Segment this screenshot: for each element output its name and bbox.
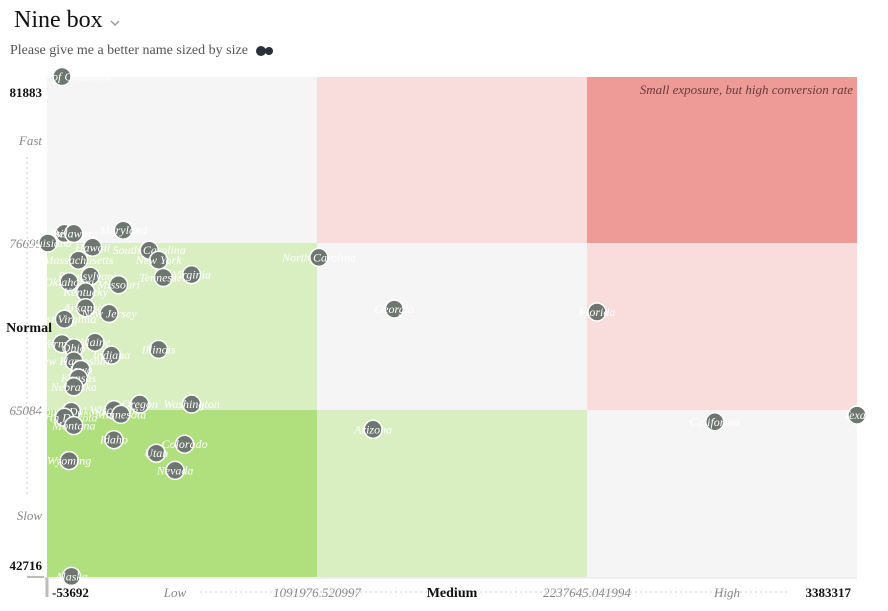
point-idaho[interactable] [104, 429, 124, 450]
point-label-kentucky: Kentucky [62, 285, 108, 299]
y-tick-min: 42716 [10, 558, 43, 573]
x-tick-threshold-1: 1091976.520997 [273, 585, 361, 600]
point-indiana[interactable] [101, 345, 122, 365]
point-label-massachusetts: Massachusetts [43, 253, 114, 267]
point-washington[interactable] [181, 394, 202, 414]
x-tick-max: 3383317 [806, 585, 852, 600]
point-illinois[interactable] [148, 339, 169, 360]
cell-top-medium [317, 77, 587, 243]
x-tick-high: High [713, 585, 740, 600]
point-utah[interactable] [146, 443, 167, 463]
point-hawaii[interactable] [82, 237, 103, 258]
point-label-new-york: New York [135, 253, 183, 267]
point-label-colorado: Colorado [162, 437, 208, 451]
point-texas[interactable] [847, 405, 867, 425]
point-label-hawaii: Hawaii [74, 240, 110, 254]
point-massachusetts[interactable] [68, 250, 89, 270]
point-label-arkansas: Arkansas [62, 301, 108, 315]
point-label-virginia: Virginia [172, 268, 211, 282]
point-label-new-jersey: New Jersey [81, 306, 138, 320]
chart-header: Nine box [14, 5, 121, 35]
point-nebraska[interactable] [64, 377, 84, 397]
cell-mid-medium [317, 243, 587, 410]
x-tick-min: -53692 [52, 585, 89, 600]
point-label-south-carolina: South Carolina [113, 243, 186, 257]
point-oklahoma[interactable] [59, 272, 79, 292]
point-oregon[interactable] [130, 394, 150, 414]
chevron-down-icon[interactable] [109, 17, 121, 29]
point-maine[interactable] [85, 332, 105, 352]
point-wyoming[interactable] [59, 450, 79, 471]
size-legend-icon [255, 46, 273, 56]
y-tick-max: 81883 [10, 85, 43, 100]
point-label-texas: Texas [844, 408, 871, 422]
cell-top-high [587, 77, 857, 243]
point-california[interactable] [705, 412, 725, 432]
y-tick-fast: Fast [18, 133, 43, 148]
cell-mid-high [587, 243, 857, 410]
y-tick-slow: Slow [17, 508, 43, 523]
point-label-louisiana: Louisiana [23, 236, 72, 250]
point-label-maryland: Maryland [99, 223, 148, 237]
point-label-florida: Florida [578, 305, 616, 319]
point-label-arizona: Arizona [353, 422, 392, 436]
point-label-georgia: Georgia [375, 302, 415, 316]
annotation-top-right: Small exposure, but high conversion rate [640, 82, 853, 97]
point-label-ohio: Ohio [62, 341, 86, 355]
point-north-carolina[interactable] [309, 247, 329, 268]
cell-top-low [47, 77, 317, 243]
point-virginia[interactable] [181, 264, 202, 285]
point-label-washington: Washington [163, 397, 219, 411]
x-tick-low: Low [163, 585, 187, 600]
point-new-jersey[interactable] [99, 303, 119, 324]
point-arkansas[interactable] [75, 297, 96, 318]
point-label-idaho: Idaho [99, 433, 128, 447]
point-nevada[interactable] [165, 460, 185, 481]
point-label-north-carolina: North Carolina [281, 250, 356, 264]
cell-bottom-high [587, 410, 857, 577]
point-label-maine: Maine [79, 335, 111, 349]
point-alaska[interactable] [61, 566, 82, 587]
point-delaware[interactable] [64, 223, 84, 244]
point-missouri[interactable] [108, 274, 129, 295]
point-maryland[interactable] [113, 220, 134, 240]
point-label-wyoming: Wyoming [47, 454, 91, 468]
point-minnesota[interactable] [111, 404, 131, 425]
chart-subtitle-row: Please give me a better name sized by si… [10, 42, 273, 60]
point-label-missouri: Missouri [96, 278, 140, 292]
point-label-new-hampshire: New Hampshire [34, 354, 113, 368]
chart-title[interactable]: Nine box [14, 6, 103, 33]
y-tick-threshold-1: 65084 [10, 403, 43, 418]
point-label-tennessee: Tennessee [139, 271, 188, 285]
point-west-virginia[interactable] [54, 309, 75, 329]
point-label-indiana: Indiana [92, 348, 130, 362]
point-label-west-virginia: West Virginia [32, 312, 96, 326]
point-label-utah: Utah [144, 446, 168, 460]
point-label-delaware: Delaware [49, 226, 98, 240]
point-montana[interactable] [64, 415, 84, 436]
point-label-minnesota: Minnesota [95, 407, 147, 421]
point-label-nebraska: Nebraska [50, 380, 97, 394]
point-label-district-of-columbia: District of Columbia [11, 70, 111, 84]
point-louisiana[interactable] [38, 233, 58, 253]
point-label-nevada: Nevada [156, 463, 194, 477]
point-label-california: California [690, 415, 740, 429]
point-georgia[interactable] [384, 299, 405, 319]
point-tennessee[interactable] [153, 267, 174, 288]
point-label-oregon: Oregon [122, 397, 158, 411]
point-label-montana: Montana [51, 419, 95, 433]
chart-subtitle: Please give me a better name sized by si… [10, 43, 248, 58]
x-tick-medium: Medium [427, 586, 478, 601]
y-tick-normal: Normal [6, 321, 52, 336]
point-florida[interactable] [587, 302, 607, 322]
point-label-alaska: Alaska [54, 569, 88, 583]
y-tick-threshold-2: 76699 [10, 236, 43, 251]
point-colorado[interactable] [174, 434, 195, 454]
point-arizona[interactable] [363, 419, 383, 440]
point-label-illinois: Illinois [141, 342, 176, 356]
x-tick-threshold-2: 2237645.041994 [543, 585, 631, 600]
cell-bottom-medium [317, 410, 587, 577]
point-district-of-columbia[interactable] [52, 66, 72, 87]
